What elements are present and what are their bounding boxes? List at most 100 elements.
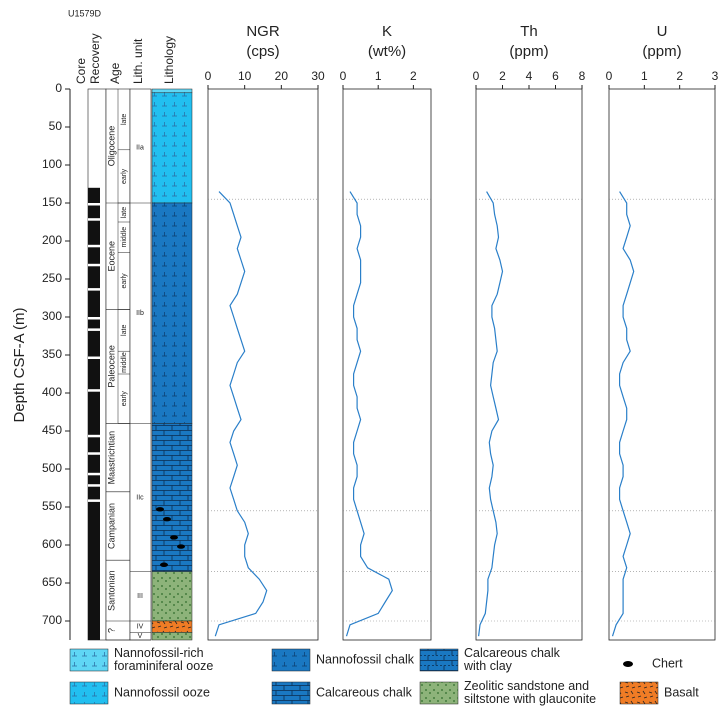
legend-pattern [70,649,108,671]
recovery-gap [88,328,100,331]
y-tick-label: 550 [42,499,62,513]
lithology-pattern [152,423,192,572]
column-header: Lithology [162,36,176,84]
x-tick-label: 30 [311,69,325,83]
panel-unit: (ppm) [509,43,548,60]
y-tick-label: 250 [42,271,62,285]
unit-label: IIa [136,145,144,152]
y-tick-label: 400 [42,385,62,399]
legend-label: Nannofossil ooze [114,685,210,699]
legend-label: with clay [463,659,513,673]
recovery-gap [88,452,100,455]
recovery-gap [88,499,100,502]
legend-label: Chert [652,656,683,670]
legend-label: Nannofossil chalk [316,652,415,666]
y-tick-label: 700 [42,613,62,627]
recovery-gap [88,244,100,248]
recovery-gap [88,389,100,392]
epoch-label: Eocene [106,241,116,272]
recovery [88,187,100,641]
column-header: Age [108,62,122,84]
recovery-gap [88,434,100,438]
subepoch-label: early [121,391,128,407]
unit-label: IIc [136,494,144,501]
unit-label: V [138,633,143,640]
y-tick-label: 650 [42,575,62,589]
recovery-gap [88,472,100,476]
chert [163,516,171,522]
legend-label: Basalt [664,685,699,699]
panel-title: K [382,23,392,40]
panel-frame [608,88,716,641]
recovery-gap [88,203,100,206]
subepoch-label: late [121,207,128,218]
y-tick-label: 150 [42,195,62,209]
y-tick-label: 50 [49,119,63,133]
legend-pattern [272,649,310,671]
epoch-label: ? [106,628,116,633]
recovery-gap [88,218,100,221]
subepoch-label: early [121,168,128,184]
recovery-gap [88,288,100,291]
x-tick-label: 0 [205,69,212,83]
recovery-gap [88,317,100,320]
legend-label: Calcareous chalk [316,685,413,699]
x-tick-label: 0 [340,69,347,83]
column-header: Lith. unit [131,38,145,84]
x-tick-label: 1 [641,69,648,83]
panel-title: U [657,23,668,40]
panel-title: NGR [246,23,280,40]
epoch-label: Santonian [106,570,116,611]
log-line [345,191,393,637]
legend-pattern [420,682,458,704]
unit-label: IV [137,624,144,631]
panel-unit: (ppm) [642,43,681,60]
panel-frame [475,88,583,641]
legend-pattern [420,649,458,671]
x-tick-label: 20 [275,69,289,83]
chert [177,544,185,549]
lithology-pattern [152,632,192,640]
recovery-gap [88,484,100,487]
legend-label: Calcareous chalk [464,646,561,660]
x-tick-label: 8 [579,69,586,83]
x-tick-label: 6 [552,69,559,83]
legend-swatch [623,661,633,667]
column-header: Core [74,58,88,84]
y-tick-label: 500 [42,461,62,475]
x-tick-label: 10 [238,69,252,83]
y-tick-label: 600 [42,537,62,551]
y-tick-label: 200 [42,233,62,247]
legend-pattern [70,682,108,704]
legend-label: foraminiferal ooze [114,659,213,673]
x-tick-label: 2 [499,69,506,83]
unit-label: IIb [136,310,144,317]
lithology-pattern [152,203,192,424]
unit-label: III [137,593,143,600]
legend-label: Zeolitic sandstone and [464,679,589,693]
log-line [611,191,635,637]
epoch-label: Oligocene [106,126,116,167]
recovery-gap [88,263,100,267]
lithology-pattern [152,92,192,203]
x-tick-label: 2 [676,69,683,83]
legend-label: Nannofossil-rich [114,646,204,660]
panel-frame [207,88,319,641]
subepoch-label: middle [121,352,128,373]
depth-axis-label: Depth CSF-A (m) [11,307,28,422]
y-tick-label: 450 [42,423,62,437]
x-tick-label: 2 [410,69,417,83]
lithology-pattern [152,571,192,621]
legend-label: siltstone with glauconite [464,692,596,706]
panel-title: Th [520,23,538,40]
panel-frame [342,88,432,641]
epoch-label: Maastrichtian [106,431,116,485]
x-tick-label: 0 [606,69,613,83]
site-label: U1579D [68,8,102,18]
x-tick-label: 3 [712,69,719,83]
chert [170,535,178,540]
legend-pattern [620,682,658,704]
lithology-pattern [152,621,192,633]
